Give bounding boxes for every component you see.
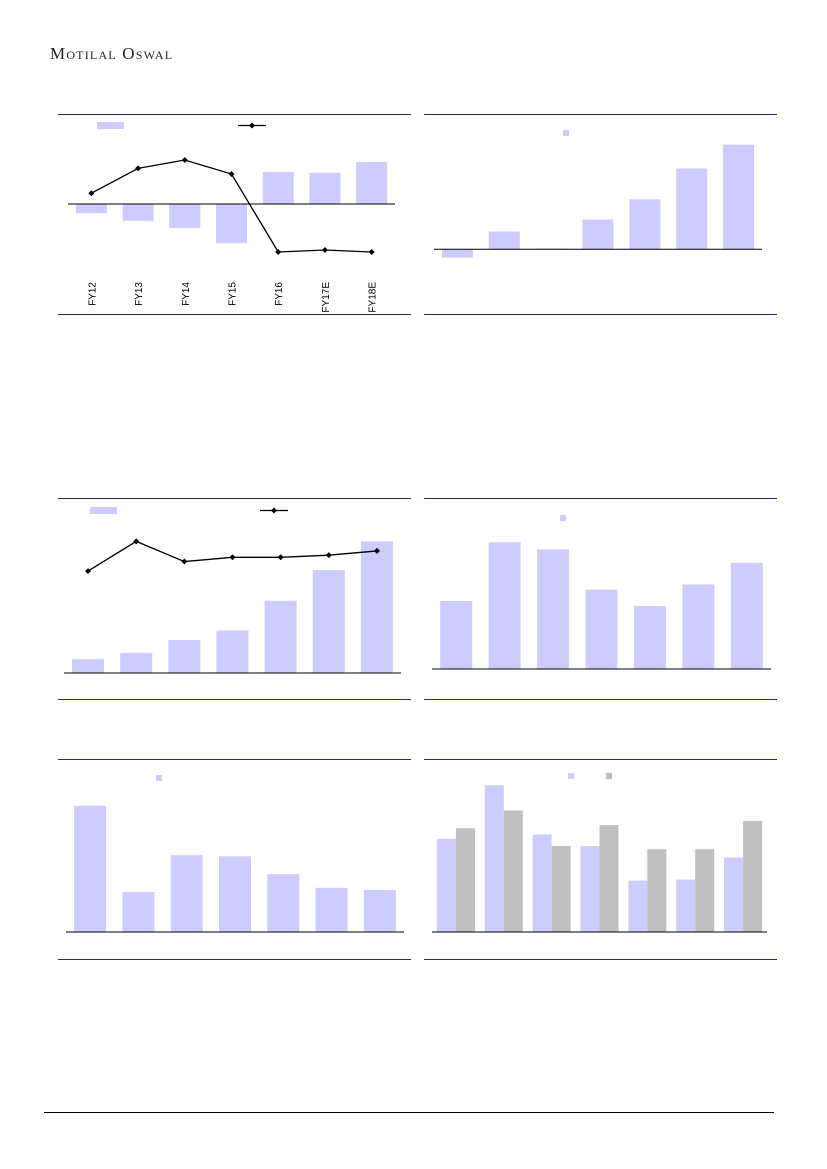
chart3-bar-s0-2	[168, 640, 201, 673]
rule-chart3-top	[58, 498, 411, 499]
chart1-bar-s0-1	[122, 204, 154, 221]
chart1-line-point-4	[275, 249, 282, 255]
chart4-bar-s0-6	[730, 562, 763, 669]
chart4-bar-s0-0	[440, 600, 473, 669]
chart5-bar-s0-4	[267, 874, 300, 932]
chart6-bar-s1-4	[647, 849, 667, 932]
chart1-line-point-0	[88, 190, 95, 197]
chart1-bar-s0-2	[169, 204, 201, 228]
chart1-line-point-1	[135, 165, 142, 172]
chart5-bar-s0-5	[315, 887, 348, 932]
chart5-bar-s0-6	[363, 889, 396, 932]
rule-chart1-bottom	[58, 314, 411, 315]
chart2-bar-s0-1	[488, 231, 520, 250]
chart6-bar-s1-5	[695, 849, 715, 932]
chart1-tick-label-5: FY17E	[321, 282, 332, 313]
chart6-legend-bar2-swatch	[606, 773, 612, 779]
chart5-bar-s0-0	[74, 805, 107, 932]
chart1-legend-line-marker	[249, 122, 255, 129]
chart4-bar-s0-5	[682, 584, 715, 669]
chart2-bar-s0-6	[723, 144, 755, 250]
chart6-bar-s1-6	[743, 820, 763, 932]
chart6-bar-s1-1	[503, 810, 523, 932]
rule-chart4-bottom	[424, 699, 777, 700]
chart6-bar-s0-3	[580, 846, 600, 932]
chart3-line-point-6	[373, 547, 380, 554]
chart3-legend-line-marker	[271, 507, 277, 514]
chart6-bar-s1-0	[455, 828, 475, 932]
chart6-bar-s0-6	[724, 857, 744, 932]
chart2-bar-s0-3	[582, 219, 614, 250]
chart3-bar-s0-5	[312, 570, 345, 673]
chart3-line-point-3	[229, 554, 236, 561]
chart3-line-point-0	[85, 568, 92, 575]
chart2-bar-s0-4	[629, 199, 661, 250]
chart3-bar-s0-1	[120, 652, 153, 673]
footer-rule	[44, 1112, 774, 1113]
chart4-bar-s0-1	[488, 542, 521, 669]
chart3-bar-s0-6	[360, 541, 393, 673]
rule-chart6-bottom	[424, 959, 777, 960]
chart3-line-point-4	[277, 554, 284, 561]
rule-chart5-top	[58, 759, 411, 760]
chart3-legend-bar-swatch	[90, 507, 117, 514]
chart1-bar-s0-3	[216, 204, 247, 244]
chart1-bar-s0-6	[356, 162, 388, 204]
rule-chart4-top	[424, 498, 777, 499]
chart2-bar-s0-0	[441, 249, 473, 258]
chart6-legend-bar-swatch	[568, 773, 574, 779]
chart1-bar-s0-5	[309, 172, 341, 204]
chart6-bar-s0-1	[484, 785, 504, 932]
chart1-bar-s0-0	[75, 204, 107, 214]
chart2-legend-bar-swatch	[563, 130, 569, 136]
chart5-legend-bar-swatch	[156, 775, 162, 781]
chart4-legend-bar-swatch	[560, 515, 566, 521]
chart5-bar-s0-2	[170, 855, 203, 932]
chart2-bar-s0-5	[676, 168, 708, 250]
chart5-bar-s0-3	[219, 856, 251, 932]
rule-chart3-bottom	[58, 699, 411, 700]
chart4-bar-s0-4	[633, 606, 666, 669]
chart4-bar-s0-2	[537, 549, 570, 669]
chart1-tick-label-2: FY14	[181, 282, 192, 306]
chart1-tick-label-6: FY18E	[368, 282, 379, 313]
chart4-bar-s0-3	[585, 589, 618, 669]
chart1-line-point-3	[228, 171, 235, 177]
chart3-bar-s0-3	[216, 630, 249, 673]
chart1-tick-label-4: FY16	[274, 282, 285, 306]
chart1-line-point-6	[368, 249, 375, 255]
chart1-tick-label-3: FY15	[228, 282, 239, 306]
chart6-bar-s0-2	[532, 834, 552, 932]
chart3-bar-s0-4	[264, 600, 297, 673]
rule-chart6-top	[424, 759, 777, 760]
chart1-line-point-2	[181, 157, 188, 163]
chart3-line-point-2	[181, 558, 188, 565]
chart1-legend-bar-swatch	[97, 122, 124, 129]
chart3-line-point-1	[133, 538, 140, 545]
chart1-line-point-5	[321, 247, 328, 253]
rule-chart5-bottom	[58, 959, 411, 960]
chart6-bar-s0-0	[436, 838, 456, 932]
rule-chart2-top	[424, 114, 777, 115]
chart3-bar-s0-0	[72, 659, 105, 673]
logo-text: Motilal Oswal	[50, 44, 174, 63]
chart6-bar-s1-2	[551, 846, 571, 932]
rule-chart1-top	[58, 114, 411, 115]
chart5-bar-s0-1	[122, 892, 155, 932]
chart1-tick-label-0: FY12	[87, 282, 98, 306]
brand-logo: Motilal Oswal	[50, 44, 173, 64]
chart6-bar-s0-5	[676, 879, 696, 932]
chart6-bar-s0-4	[628, 880, 648, 932]
chart1-tick-label-1: FY13	[134, 282, 145, 306]
chart1-bar-s0-4	[262, 172, 294, 204]
chart3-line-point-5	[325, 552, 332, 559]
rule-chart2-bottom	[424, 314, 777, 315]
chart6-bar-s1-3	[599, 825, 619, 932]
